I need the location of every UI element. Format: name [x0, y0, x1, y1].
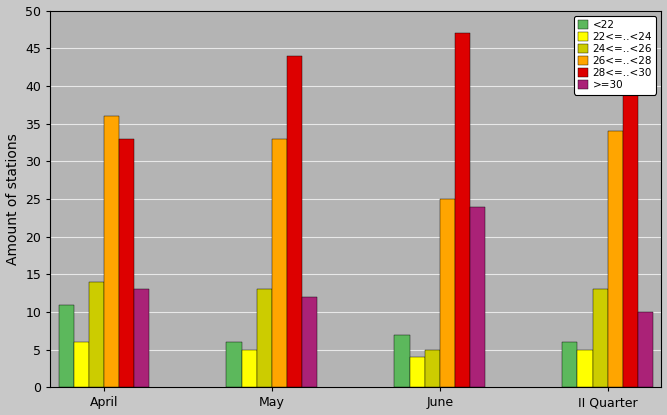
- Bar: [425, 350, 440, 388]
- Bar: [89, 282, 104, 388]
- Bar: [73, 342, 89, 388]
- Bar: [104, 116, 119, 388]
- Bar: [470, 207, 485, 388]
- Legend: <22, 22<=..<24, 24<=..<26, 26<=..<28, 28<=..<30, >=30: <22, 22<=..<24, 24<=..<26, 26<=..<28, 28…: [574, 16, 656, 95]
- Bar: [257, 289, 272, 388]
- Y-axis label: Amount of stations: Amount of stations: [5, 133, 19, 265]
- Bar: [394, 334, 410, 388]
- Bar: [119, 139, 134, 388]
- Bar: [410, 357, 425, 388]
- Bar: [302, 297, 317, 388]
- Bar: [578, 350, 592, 388]
- Bar: [638, 312, 653, 388]
- Bar: [592, 289, 608, 388]
- Bar: [608, 131, 623, 388]
- Bar: [134, 289, 149, 388]
- Bar: [562, 342, 578, 388]
- Bar: [59, 305, 73, 388]
- Bar: [272, 139, 287, 388]
- Bar: [623, 48, 638, 388]
- Bar: [287, 56, 302, 388]
- Bar: [455, 33, 470, 388]
- Bar: [227, 342, 241, 388]
- Bar: [440, 199, 455, 388]
- Bar: [241, 350, 257, 388]
